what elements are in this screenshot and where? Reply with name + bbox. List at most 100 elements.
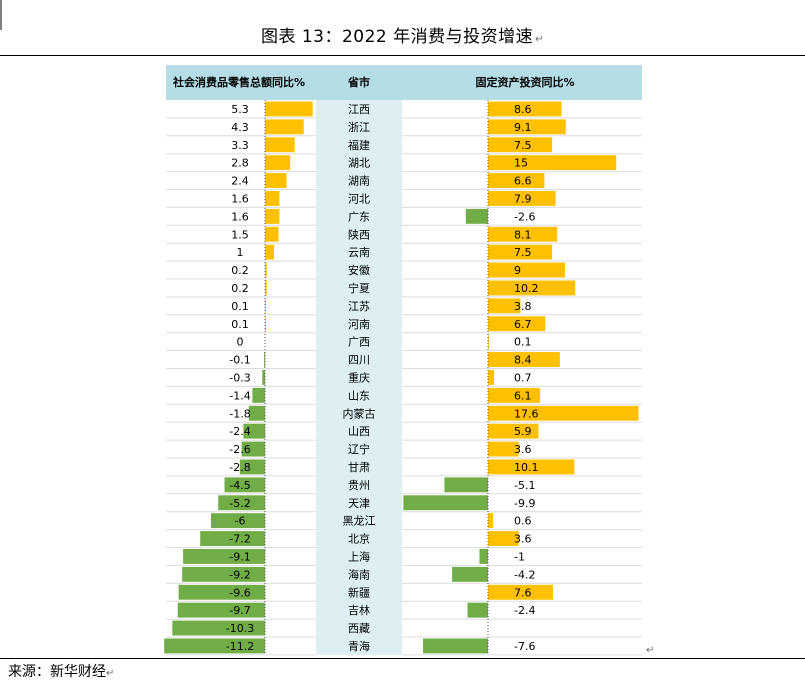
retail-bar	[265, 191, 280, 206]
investment-bar	[488, 119, 566, 135]
province-label: 宁夏	[348, 281, 370, 295]
investment-value-label: 17.6	[514, 407, 539, 420]
investment-bar	[423, 638, 488, 654]
investment-bar	[488, 262, 565, 278]
retail-bar	[200, 531, 265, 546]
investment-value-label: 7.6	[514, 586, 532, 599]
province-label: 新疆	[348, 585, 370, 599]
retail-bar	[262, 370, 265, 385]
investment-bar	[488, 459, 575, 475]
investment-value-label: 0.1	[514, 336, 532, 349]
retail-bar	[265, 101, 313, 117]
province-label: 内蒙古	[343, 406, 376, 420]
retail-value-label: -2.8	[229, 461, 250, 474]
retail-value-label: -7.2	[229, 533, 250, 546]
investment-bar	[488, 101, 562, 117]
retail-value-label: 1.6	[231, 192, 249, 205]
province-label: 四川	[348, 354, 370, 367]
retail-value-label: 0.1	[231, 300, 249, 313]
investment-bar	[488, 244, 553, 260]
header-province: 省市	[347, 75, 370, 89]
retail-bar	[178, 584, 265, 600]
retail-value-label: 0.2	[231, 264, 249, 277]
retail-bar	[265, 155, 291, 171]
retail-bar	[211, 513, 265, 529]
investment-bar	[488, 226, 558, 242]
investment-value-label: 7.5	[514, 246, 532, 259]
investment-value-label: 6.1	[514, 389, 532, 402]
retail-value-label: 0	[237, 336, 244, 349]
investment-bar	[488, 441, 519, 457]
retail-bar	[243, 423, 265, 439]
province-label: 山西	[348, 425, 370, 438]
header-band	[166, 65, 642, 100]
investment-value-label: 5.9	[514, 425, 532, 438]
retail-value-label: -6	[235, 515, 246, 528]
top-rule	[0, 55, 805, 56]
province-label: 安徽	[348, 263, 370, 277]
retail-bar	[177, 602, 265, 618]
investment-value-label: -2.6	[514, 210, 535, 223]
header-investment: 固定资产投资同比%	[475, 75, 574, 89]
investment-value-label: -7.6	[514, 640, 535, 653]
investment-value-label: 0.7	[514, 371, 532, 384]
province-label: 江苏	[348, 300, 370, 313]
retail-value-label: -2.4	[229, 425, 250, 438]
province-label: 湖北	[348, 157, 370, 170]
province-label: 云南	[348, 246, 370, 259]
investment-bar	[488, 584, 553, 600]
investment-value-label: 7.9	[514, 192, 532, 205]
retail-bar	[218, 495, 265, 511]
province-column-band	[316, 100, 402, 655]
investment-value-label: 3.6	[514, 443, 532, 456]
province-label: 甘肃	[348, 461, 370, 474]
investment-bar	[467, 602, 488, 618]
investment-value-label: 6.6	[514, 175, 532, 188]
investment-value-label: 10.2	[514, 282, 539, 295]
investment-bar	[444, 477, 488, 493]
retail-bar	[265, 119, 304, 135]
retail-bar	[224, 477, 265, 493]
retail-bar	[241, 441, 265, 457]
retail-bar	[265, 244, 274, 260]
province-label: 湖南	[348, 175, 370, 188]
investment-bar	[488, 423, 539, 439]
retail-value-label: -10.3	[226, 622, 254, 635]
retail-value-label: -9.6	[229, 586, 250, 599]
investment-bar	[488, 352, 560, 367]
investment-value-label: 6.7	[514, 318, 532, 331]
retail-bar	[265, 298, 266, 314]
investment-value-label: 15	[514, 157, 528, 170]
province-label: 福建	[348, 138, 370, 152]
investment-bar	[488, 137, 553, 153]
investment-bar	[488, 405, 639, 421]
investment-value-label: -9.9	[514, 497, 535, 510]
retail-bar	[265, 262, 267, 278]
province-label: 重庆	[348, 370, 370, 384]
investment-bar	[403, 495, 488, 511]
retail-value-label: -0.1	[229, 354, 250, 367]
retail-bar	[248, 405, 265, 421]
investment-value-label: -5.1	[514, 479, 535, 492]
province-label: 广东	[348, 210, 370, 223]
retail-value-label: 4.3	[231, 121, 249, 134]
investment-bar	[488, 531, 519, 546]
investment-bar	[488, 334, 489, 350]
retail-value-label: 2.8	[231, 157, 249, 170]
retail-value-label: 3.3	[231, 139, 249, 152]
province-label: 海南	[348, 567, 370, 581]
province-label: 贵州	[348, 479, 370, 492]
investment-value-label: 10.1	[514, 461, 539, 474]
investment-bar	[488, 280, 576, 296]
retail-value-label: -4.5	[229, 479, 250, 492]
retail-value-label: -9.2	[229, 568, 250, 581]
retail-value-label: -5.2	[229, 497, 250, 510]
province-label: 河北	[348, 192, 370, 205]
retail-value-label: -1.8	[229, 407, 250, 420]
province-label: 黑龙江	[343, 515, 376, 528]
retail-value-label: -11.2	[226, 640, 254, 653]
investment-bar	[465, 208, 488, 224]
source-note: 来源：新华财经↵	[8, 664, 115, 680]
province-label: 江西	[348, 103, 370, 116]
